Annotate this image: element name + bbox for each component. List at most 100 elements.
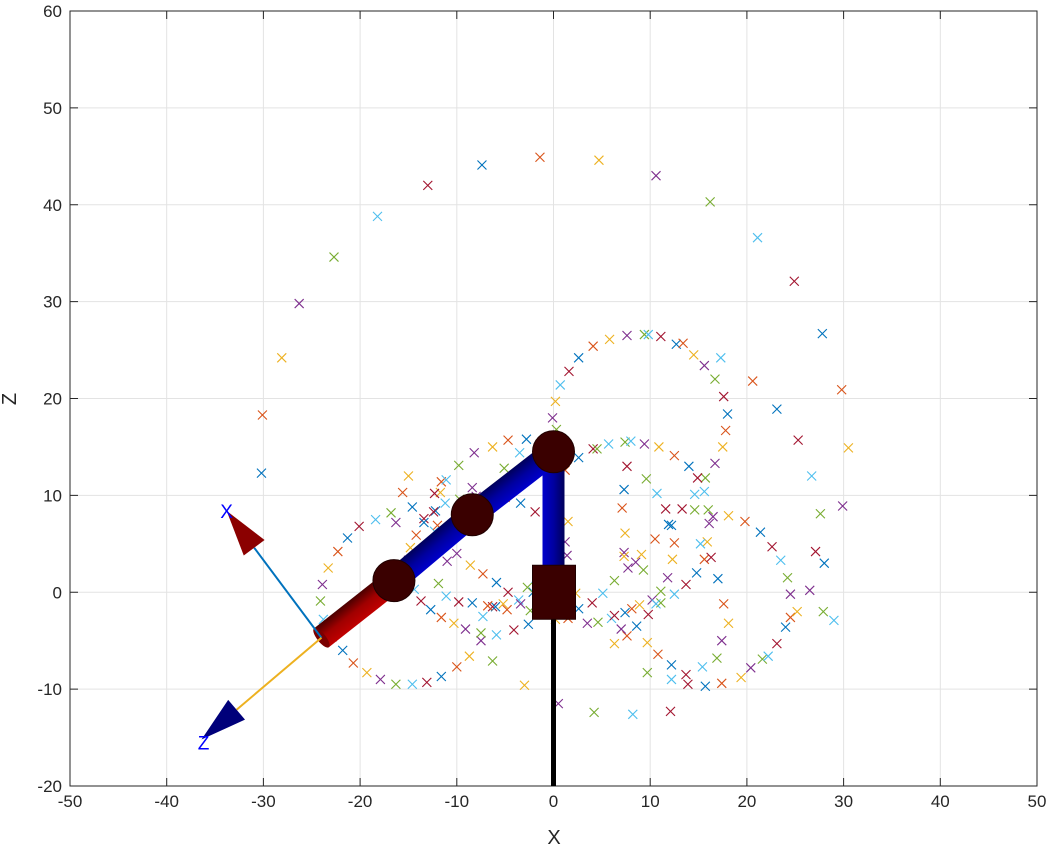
trajectory-point [792,606,803,617]
trajectory-point [329,252,339,262]
marker-stroke [616,624,627,634]
trajectory-point [763,651,774,662]
marker-stroke [397,487,408,498]
trajectory-point [482,600,493,611]
trajectory-point [453,460,464,471]
marker-stroke [655,586,666,597]
trajectory-point [317,579,328,590]
trajectory-point [665,706,676,717]
marker-stroke [294,298,305,309]
marker-stroke [276,352,287,363]
trajectory-point [630,557,641,568]
marker-stroke [792,606,803,617]
marker-stroke [354,521,365,532]
marker-stroke [619,551,629,562]
trajectory-point [622,461,632,472]
trajectory-point [683,679,693,690]
trajectory-point [433,578,444,589]
trajectory-point [419,513,429,524]
trajectory-point [514,447,525,458]
marker-stroke [651,170,661,181]
vertical-link-body [542,451,565,593]
marker-stroke [597,588,608,599]
trajectory-point [323,563,334,573]
marker-stroke [390,679,401,690]
trajectory-point [771,404,782,415]
frame-x-arrow-shaft [253,547,323,639]
marker-stroke [817,328,828,339]
z-tick-label: 0 [53,583,62,602]
trajectory-point [421,677,432,688]
trajectory-point [699,360,710,371]
marker-stroke [704,518,715,529]
z-tick-label: 10 [43,486,62,505]
marker-stroke [582,618,593,629]
trajectory-point [515,598,526,609]
trajectory-point [604,334,615,345]
marker-stroke [609,610,620,621]
marker-stroke [666,520,677,531]
x-tick-label: 0 [549,792,558,811]
trajectory-point [718,391,729,402]
trajectory-point [465,560,476,571]
trajectory-point [722,409,733,419]
marker-stroke [451,661,462,672]
trajectory-point [817,328,828,339]
x-tick-label: 40 [931,792,950,811]
trajectory-point [348,658,359,668]
marker-stroke [467,482,478,493]
trajectory-point [723,510,734,521]
marker-stroke [625,436,636,447]
trajectory-point [453,597,464,607]
marker-stroke [695,538,706,549]
joint [372,559,416,603]
trajectory-point [440,498,451,509]
trajectory-point [519,680,530,691]
marker-stroke [442,556,453,567]
trajectory-point [819,558,830,569]
trajectory-point [740,516,750,527]
marker-stroke [722,409,733,419]
trajectory-point [818,606,829,617]
marker-stroke [716,635,727,646]
marker-stroke [594,155,604,166]
marker-stroke [482,600,493,611]
trajectory-point [723,618,734,629]
trajectory-point [636,549,647,560]
trajectory-point [573,352,584,363]
trajectory-point [589,707,600,718]
trajectory-point [810,546,821,557]
marker-stroke [407,502,418,512]
frame-x-label: X [220,502,233,523]
frame-z-label: Z [198,734,210,755]
marker-stroke [620,528,630,539]
trajectory-point [449,618,459,629]
trajectory-point [564,366,574,377]
trajectory-point [634,599,645,610]
marker-stroke [508,625,519,635]
trajectory-point [593,617,603,628]
trajectory-point [691,567,702,578]
z-tick-label: 30 [43,293,62,312]
marker-stroke [477,160,487,170]
marker-stroke [465,560,476,571]
trajectory-point [804,585,815,596]
trajectory-point [375,674,386,685]
trajectory-point [771,638,782,649]
trajectory-point [716,678,727,689]
trajectory-point [755,527,766,538]
marker-stroke [619,484,629,495]
marker-stroke [718,598,729,609]
joint [532,430,575,474]
trajectory-point [588,341,599,352]
trajectory-point [460,624,471,634]
x-tick-label: -50 [58,792,83,811]
marker-stroke [708,511,718,522]
trajectory-point [442,556,453,567]
trajectory-point [785,589,796,600]
marker-stroke [669,537,680,548]
marker-stroke [689,489,700,500]
marker-stroke [789,276,800,287]
trajectory-point [491,577,502,588]
marker-stroke [681,669,691,680]
